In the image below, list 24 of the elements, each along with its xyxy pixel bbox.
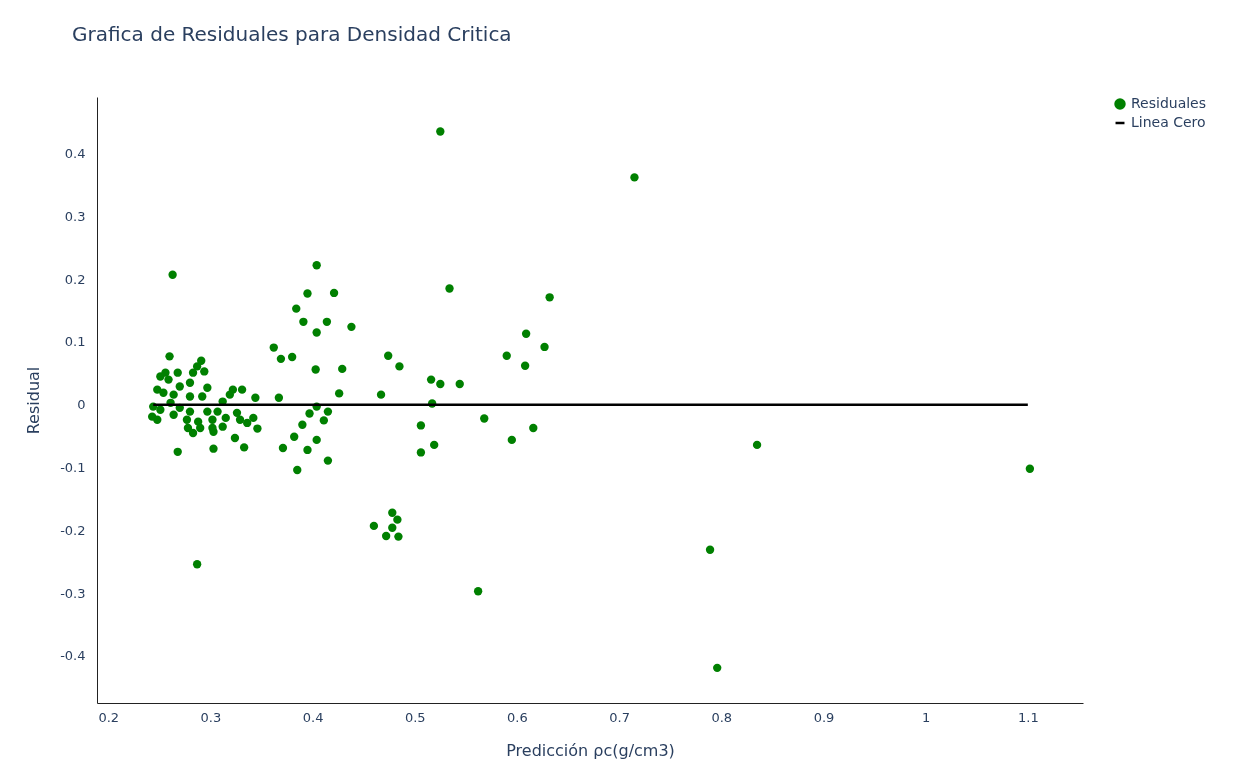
chart-title: Grafica de Residuales para Densidad Critica bbox=[72, 22, 512, 46]
x-tick-label: 0.2 bbox=[98, 709, 120, 725]
x-axis-title: Predicción ρc(g/cm3) bbox=[506, 740, 675, 760]
x-tick-label: 0.3 bbox=[200, 709, 222, 725]
y-axis-title: Residual bbox=[24, 366, 44, 435]
x-tick-label: 0.7 bbox=[609, 709, 630, 725]
x-tick-label: 1 bbox=[922, 709, 931, 725]
legend-label: Linea Cero bbox=[1131, 114, 1206, 130]
y-tick-label: 0 bbox=[77, 397, 86, 413]
x-tick-label: 0.5 bbox=[404, 709, 426, 725]
y-tick-label: 0.1 bbox=[64, 334, 86, 350]
x-tick-label: 0.9 bbox=[813, 709, 835, 725]
y-tick-label: -0.3 bbox=[60, 585, 86, 601]
legend-label: Residuales bbox=[1131, 95, 1207, 111]
x-tick-label: 0.4 bbox=[302, 709, 324, 725]
x-tick-label: 0.8 bbox=[711, 709, 733, 725]
y-tick-label: 0.4 bbox=[64, 146, 86, 162]
x-tick-label: 1.1 bbox=[1017, 709, 1039, 725]
x-tick-label: 0.6 bbox=[507, 709, 528, 725]
y-tick-label: -0.2 bbox=[60, 522, 86, 538]
y-tick-label: -0.4 bbox=[60, 648, 86, 664]
y-tick-label: -0.1 bbox=[60, 460, 86, 476]
y-tick-label: 0.2 bbox=[64, 271, 86, 287]
y-tick-label: 0.3 bbox=[64, 208, 86, 224]
